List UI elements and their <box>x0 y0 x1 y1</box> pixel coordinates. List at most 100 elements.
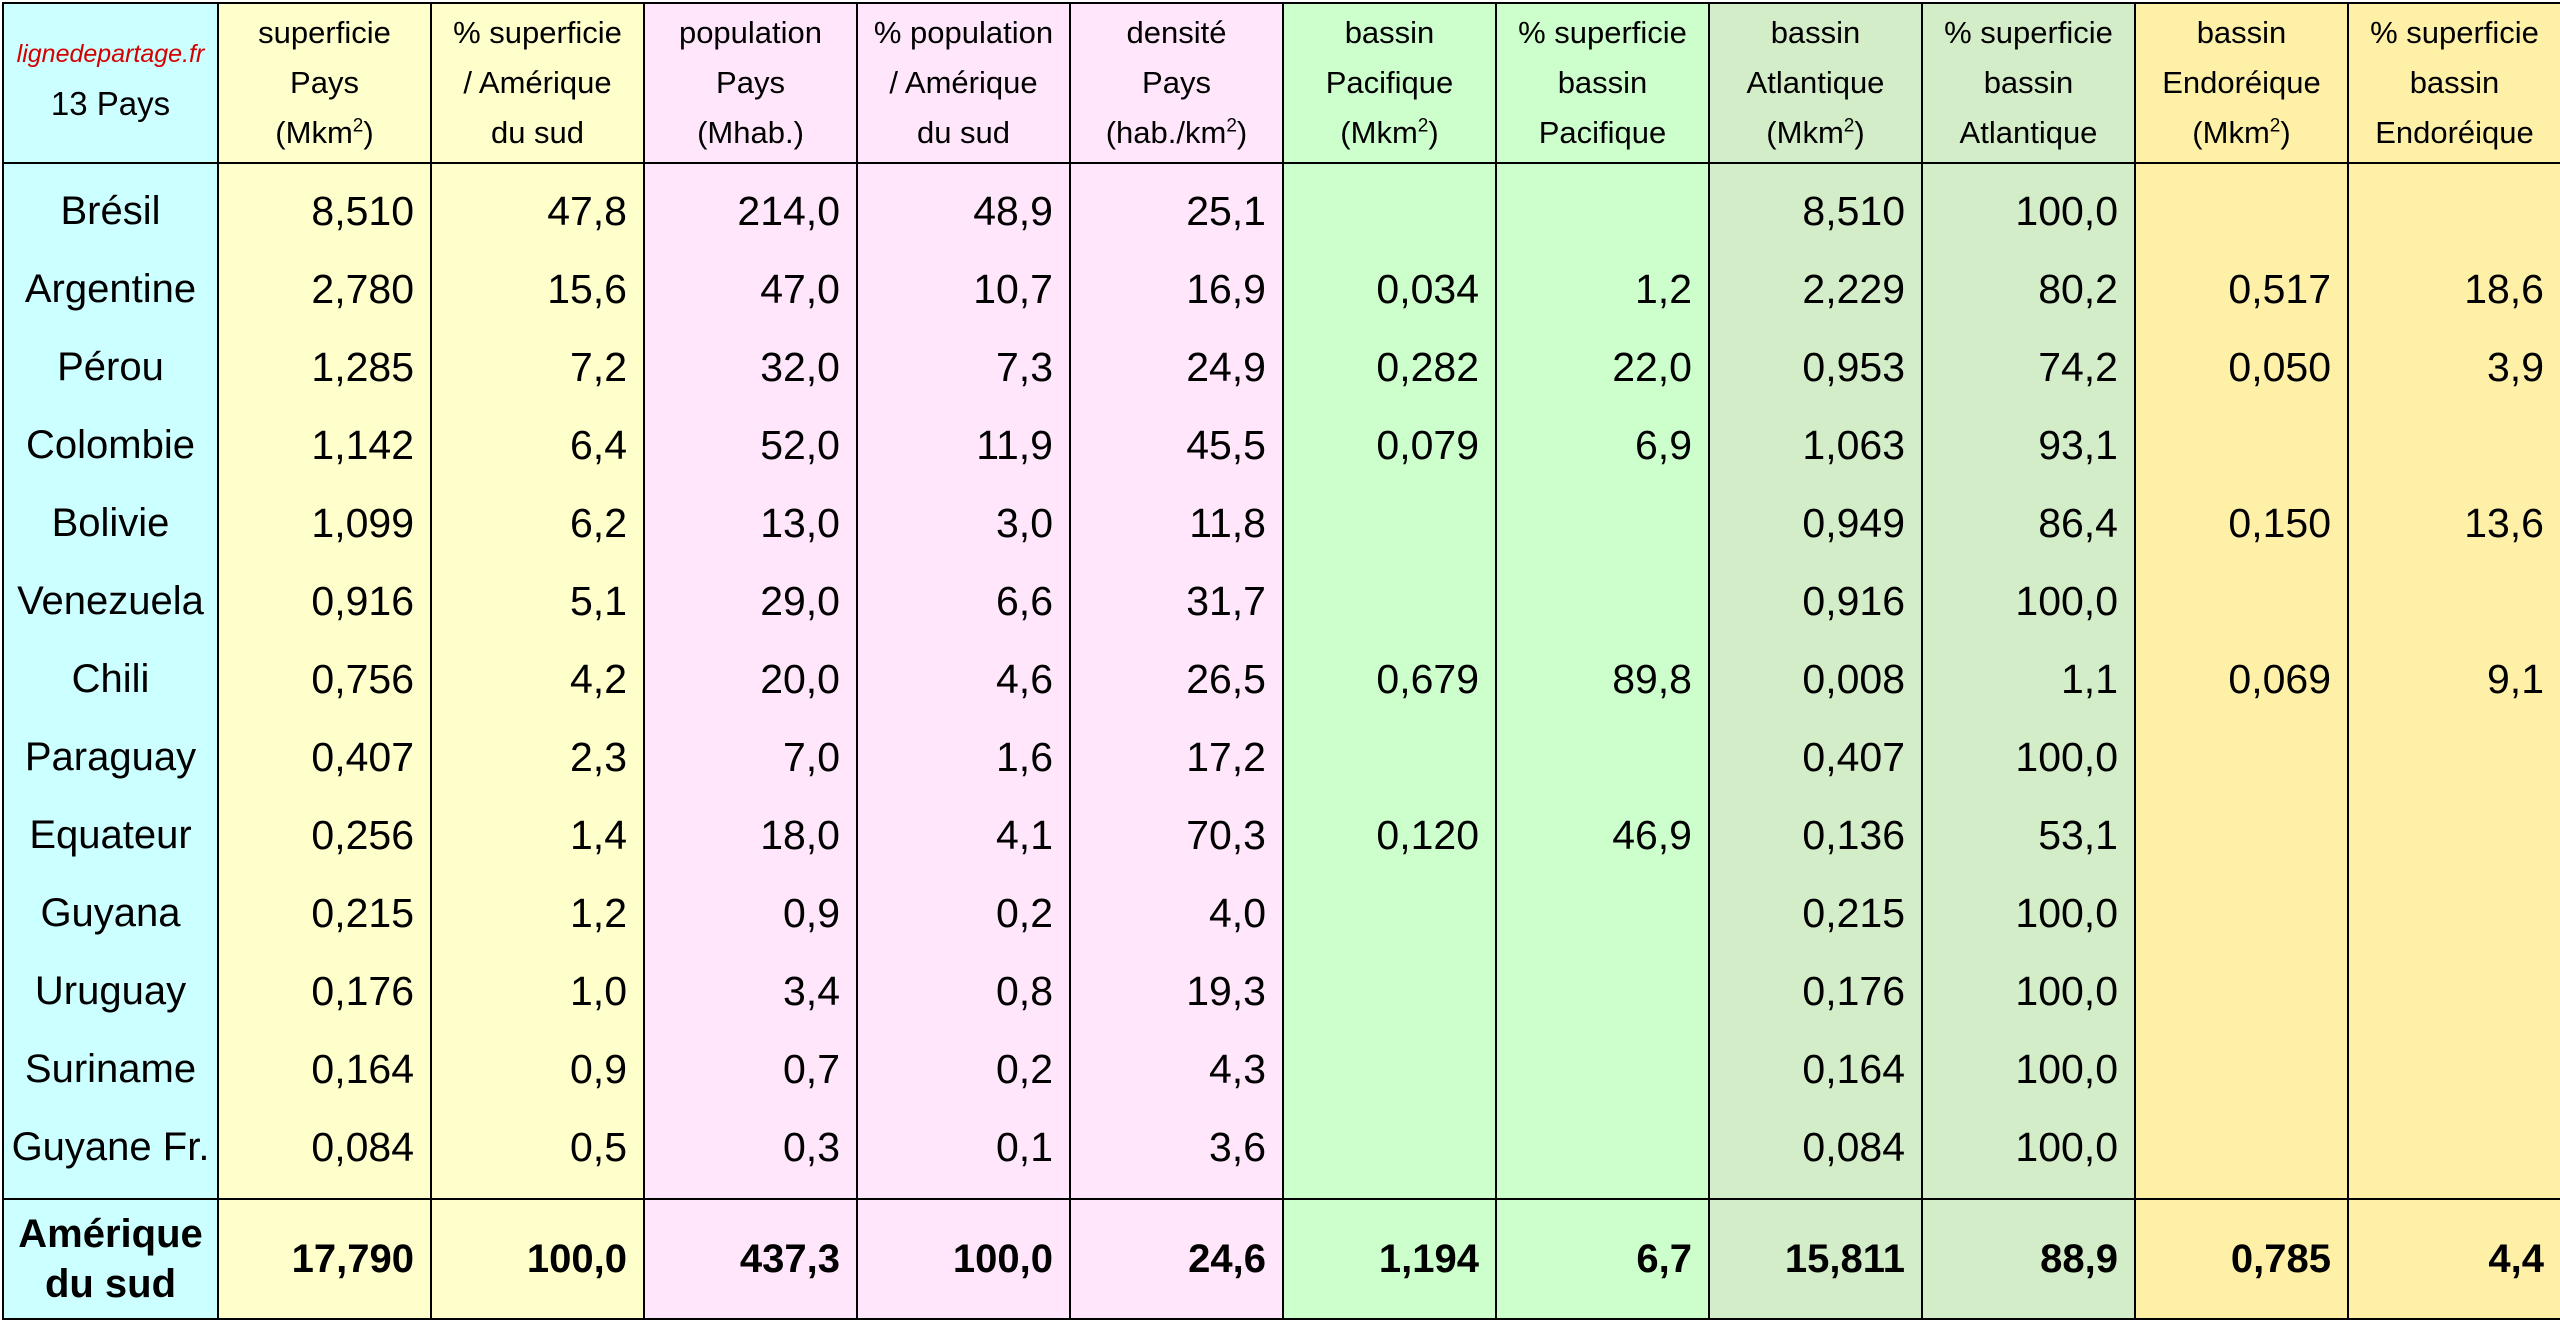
value-cell: 3,9 <box>2347 328 2560 406</box>
unit-superscript: 2 <box>1843 115 1855 137</box>
site-label: lignedepartage.fr <box>16 40 205 68</box>
value-cell: 31,7 <box>1069 562 1284 640</box>
table-row: Paraguay 0,407 2,3 7,0 1,6 17,2 0,407 100,0 <box>2 718 2560 796</box>
value-cell: 0,916 <box>1708 562 1923 640</box>
value-cell: 1,2 <box>1495 250 1710 328</box>
value-cell: 0,176 <box>1708 952 1923 1030</box>
column-header: bassin Endoréique (Mkm2) <box>2134 2 2349 164</box>
unit-superscript: 2 <box>1417 115 1429 137</box>
value-cell: 74,2 <box>1921 328 2136 406</box>
unit-text: (Mkm <box>275 115 353 150</box>
table-row: Suriname 0,164 0,9 0,7 0,2 4,3 0,164 100,0 <box>2 1030 2560 1108</box>
column-header-line: bassin <box>2196 15 2287 50</box>
value-cell <box>2134 163 2349 250</box>
value-cell: 2,780 <box>217 250 432 328</box>
value-cell <box>1282 874 1497 952</box>
total-value-cell: 17,790 <box>217 1198 432 1320</box>
total-value-cell: 100,0 <box>856 1198 1071 1320</box>
column-header-line: % superficie <box>1944 15 2113 50</box>
value-cell: 4,0 <box>1069 874 1284 952</box>
value-cell: 6,9 <box>1495 406 1710 484</box>
total-label-cell: Amérique du sud <box>2 1198 219 1320</box>
value-cell: 1,0 <box>430 952 645 1030</box>
country-name: Argentine <box>2 250 219 328</box>
value-cell: 100,0 <box>1921 718 2136 796</box>
total-value-cell: 6,7 <box>1495 1198 1710 1320</box>
table-row: Pérou 1,285 7,2 32,0 7,3 24,9 0,282 22,0 0,953 74… <box>2 328 2560 406</box>
total-value-cell: 88,9 <box>1921 1198 2136 1320</box>
unit-text: (hab./km <box>1105 115 1227 150</box>
value-cell: 0,9 <box>643 874 858 952</box>
value-cell: 4,1 <box>856 796 1071 874</box>
value-cell <box>2134 1030 2349 1108</box>
total-value-cell: 15,811 <box>1708 1198 1923 1320</box>
value-cell: 20,0 <box>643 640 858 718</box>
column-header-line: Atlantique <box>1959 115 2098 150</box>
column-header: % superficie / Amérique du sud <box>430 2 645 164</box>
value-cell: 7,3 <box>856 328 1071 406</box>
country-name: Venezuela <box>2 562 219 640</box>
total-row: Amérique du sud 17,790 100,0 437,3 100,0 24,… <box>2 1198 2560 1320</box>
column-header-line: population <box>678 15 823 50</box>
value-cell: 100,0 <box>1921 163 2136 250</box>
value-cell: 70,3 <box>1069 796 1284 874</box>
value-cell: 0,7 <box>643 1030 858 1108</box>
column-header-unit: (Mkm2) <box>2136 108 2347 158</box>
value-cell: 100,0 <box>1921 952 2136 1030</box>
value-cell: 10,7 <box>856 250 1071 328</box>
column-header: % superficie bassin Endoréique <box>2347 2 2560 164</box>
value-cell: 1,6 <box>856 718 1071 796</box>
value-cell: 0,008 <box>1708 640 1923 718</box>
table-row: Venezuela 0,916 5,1 29,0 6,6 31,7 0,916 100,0 <box>2 562 2560 640</box>
value-cell <box>1495 718 1710 796</box>
total-label-line: Amérique <box>18 1212 203 1256</box>
value-cell: 11,9 <box>856 406 1071 484</box>
value-cell <box>2347 952 2560 1030</box>
column-header: bassin Atlantique (Mkm2) <box>1708 2 1923 164</box>
value-cell: 100,0 <box>1921 1030 2136 1108</box>
value-cell <box>1282 163 1497 250</box>
value-cell: 7,0 <box>643 718 858 796</box>
column-header-line: Endoréique <box>2162 65 2321 100</box>
value-cell: 0,256 <box>217 796 432 874</box>
value-cell: 6,6 <box>856 562 1071 640</box>
value-cell <box>1282 718 1497 796</box>
column-header-line: densité <box>1126 15 1227 50</box>
value-cell: 0,517 <box>2134 250 2349 328</box>
value-cell: 100,0 <box>1921 1108 2136 1199</box>
value-cell <box>2134 874 2349 952</box>
country-rows: Brésil 8,510 47,8 214,0 48,9 25,1 8,510 100,0 Ar… <box>2 163 2560 1199</box>
column-header: % superficie bassin Atlantique <box>1921 2 2136 164</box>
value-cell <box>1495 874 1710 952</box>
unit-text: (Mkm <box>1340 115 1418 150</box>
value-cell: 9,1 <box>2347 640 2560 718</box>
total-value-cell: 100,0 <box>430 1198 645 1320</box>
value-cell <box>2347 1108 2560 1199</box>
table-row: Guyane Fr. 0,084 0,5 0,3 0,1 3,6 0,084 100,0 <box>2 1108 2560 1199</box>
country-name: Guyana <box>2 874 219 952</box>
value-cell: 8,510 <box>1708 163 1923 250</box>
value-cell: 4,6 <box>856 640 1071 718</box>
value-cell <box>2134 406 2349 484</box>
column-header: densité Pays (hab./km2) <box>1069 2 1284 164</box>
value-cell: 22,0 <box>1495 328 1710 406</box>
value-cell: 0,2 <box>856 874 1071 952</box>
total-label-line: du sud <box>44 1262 177 1306</box>
column-header-line: % superficie <box>2370 15 2539 50</box>
value-cell: 214,0 <box>643 163 858 250</box>
value-cell: 0,150 <box>2134 484 2349 562</box>
column-header-line: / Amérique <box>463 65 612 100</box>
value-cell <box>2347 796 2560 874</box>
value-cell <box>1495 562 1710 640</box>
value-cell: 86,4 <box>1921 484 2136 562</box>
table-row: Guyana 0,215 1,2 0,9 0,2 4,0 0,215 100,0 <box>2 874 2560 952</box>
value-cell: 16,9 <box>1069 250 1284 328</box>
column-header-unit: (Mkm2) <box>219 108 430 158</box>
value-cell <box>2347 562 2560 640</box>
value-cell: 26,5 <box>1069 640 1284 718</box>
table-row: Colombie 1,142 6,4 52,0 11,9 45,5 0,079 6,9 1,06… <box>2 406 2560 484</box>
value-cell <box>2134 718 2349 796</box>
header-row: lignedepartage.fr 13 Pays superficie Pays… <box>2 2 2560 164</box>
value-cell: 32,0 <box>643 328 858 406</box>
column-header-line: Pays <box>1142 65 1211 100</box>
